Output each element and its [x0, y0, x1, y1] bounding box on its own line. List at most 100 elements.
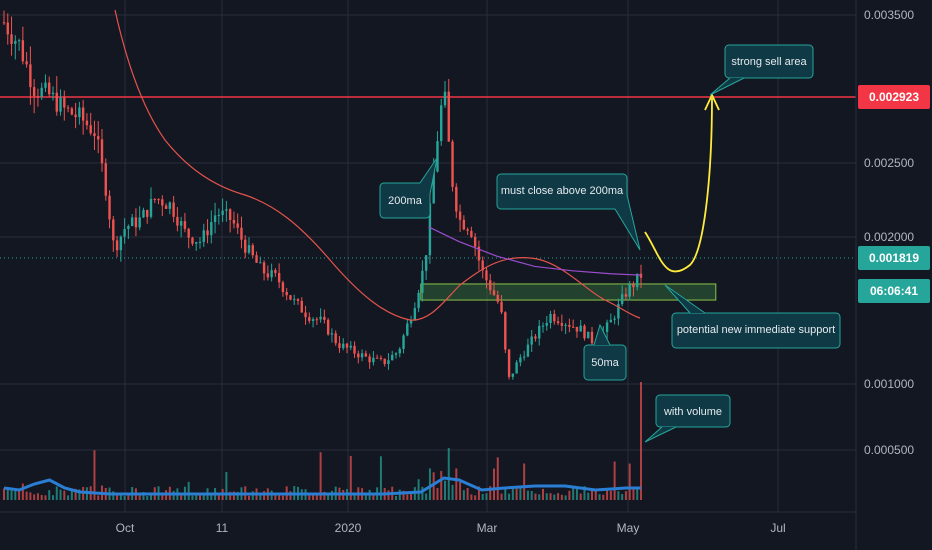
- callout-200ma[interactable]: 200ma: [379, 157, 438, 219]
- projection-curve: [644, 97, 713, 273]
- candle-body: [146, 209, 149, 217]
- candle-body: [477, 246, 481, 261]
- candle-body: [489, 280, 492, 291]
- volume-bar: [523, 463, 526, 500]
- volume-bar: [451, 484, 454, 500]
- candle-body: [334, 333, 337, 344]
- volume-bar: [447, 448, 450, 500]
- candle-body: [564, 324, 567, 326]
- volume-bar: [508, 493, 511, 500]
- candle-body: [428, 203, 432, 256]
- callout-must-close[interactable]: must close above 200ma: [496, 173, 641, 251]
- candle-body: [168, 202, 172, 209]
- price-tag-box: [858, 85, 930, 109]
- volume-bar: [161, 495, 164, 500]
- volume-bar: [515, 488, 518, 500]
- volume-bar: [195, 492, 198, 500]
- price-axis[interactable]: 0.003500 0.002500 0.002000 0.001000 0.000500: [864, 8, 914, 457]
- volume-bar: [462, 490, 465, 500]
- candle-body: [119, 236, 123, 251]
- candle-body: [78, 107, 81, 118]
- y-tick-label: 0.000500: [864, 443, 914, 457]
- volume-bar: [493, 468, 495, 500]
- candle-body: [51, 92, 55, 95]
- candle-body: [579, 325, 582, 332]
- candle-body: [270, 270, 273, 278]
- candle-body: [515, 362, 518, 374]
- callout-200ma-text: 200ma: [388, 195, 423, 207]
- volume-bar: [21, 483, 24, 500]
- candle-body: [32, 87, 36, 97]
- volume-bar: [36, 493, 39, 500]
- candle-body: [183, 221, 187, 229]
- candle-body: [349, 345, 352, 348]
- time-axis[interactable]: Oct 11 2020 Mar May Jul: [116, 521, 786, 535]
- volume-bar: [236, 491, 239, 500]
- callout-must-close-text: must close above 200ma: [501, 185, 624, 197]
- candle-body: [191, 237, 194, 244]
- candle-body: [545, 322, 548, 326]
- y-tick-label: 0.001000: [864, 377, 914, 391]
- volume-bar: [202, 493, 205, 500]
- candle-body: [17, 40, 21, 42]
- candle-body: [206, 230, 209, 236]
- candle-body: [330, 333, 334, 335]
- x-tick-label: Jul: [770, 521, 785, 535]
- volume-bar: [466, 487, 469, 500]
- candle-body: [285, 291, 288, 296]
- callout-50ma[interactable]: 50ma: [583, 323, 627, 381]
- volume-bar: [278, 493, 281, 500]
- volume-bar: [48, 490, 51, 500]
- candle-body: [210, 222, 213, 236]
- candle-body: [609, 319, 613, 323]
- candle-body: [308, 317, 311, 321]
- volume-bar: [568, 490, 571, 500]
- volume-bar: [481, 493, 484, 500]
- candle-body: [161, 199, 164, 206]
- candle-body: [326, 319, 330, 335]
- candle-body: [368, 356, 371, 363]
- candle-body: [115, 240, 119, 251]
- volume-bar: [579, 493, 582, 500]
- volume-bar: [142, 492, 145, 500]
- candle-body: [36, 96, 40, 98]
- candle-body: [587, 331, 590, 339]
- callout-potential-support-text: potential new immediate support: [677, 324, 835, 336]
- candle-body: [447, 91, 450, 142]
- volume-bar: [609, 490, 612, 500]
- volume-bar: [410, 492, 413, 500]
- volume-bar: [364, 493, 367, 500]
- grid-lines: [0, 0, 856, 512]
- candle-body: [293, 299, 296, 301]
- candle-body: [375, 357, 379, 359]
- candle-body: [624, 294, 628, 297]
- candle-body: [534, 336, 537, 339]
- volume-bar: [93, 450, 96, 500]
- callout-with-volume[interactable]: with volume: [644, 394, 731, 443]
- callout-strong-sell[interactable]: strong sell area: [709, 44, 814, 96]
- candle-body: [81, 107, 85, 121]
- candle-body: [255, 255, 258, 263]
- volume-bar: [116, 495, 119, 500]
- candle-body: [519, 357, 522, 363]
- candle-body: [417, 292, 420, 309]
- volume-bar: [617, 491, 620, 500]
- volume-bar: [474, 495, 477, 500]
- candle-body: [406, 323, 409, 336]
- candle-body: [338, 343, 341, 349]
- callout-potential-support[interactable]: potential new immediate support: [664, 284, 841, 349]
- volume-bar: [553, 494, 556, 500]
- callout-strong-sell-text: strong sell area: [731, 56, 807, 68]
- candle-body: [387, 360, 390, 365]
- volume-bar: [67, 495, 70, 500]
- x-tick-label: Mar: [477, 521, 498, 535]
- volume-bar: [289, 491, 292, 500]
- volume-bar: [549, 493, 552, 500]
- price-tag-label: 06:06:41: [870, 284, 918, 298]
- candle-body: [504, 312, 507, 350]
- volume-bar: [263, 491, 266, 500]
- volume-bar: [511, 488, 514, 500]
- candle-body: [357, 353, 360, 358]
